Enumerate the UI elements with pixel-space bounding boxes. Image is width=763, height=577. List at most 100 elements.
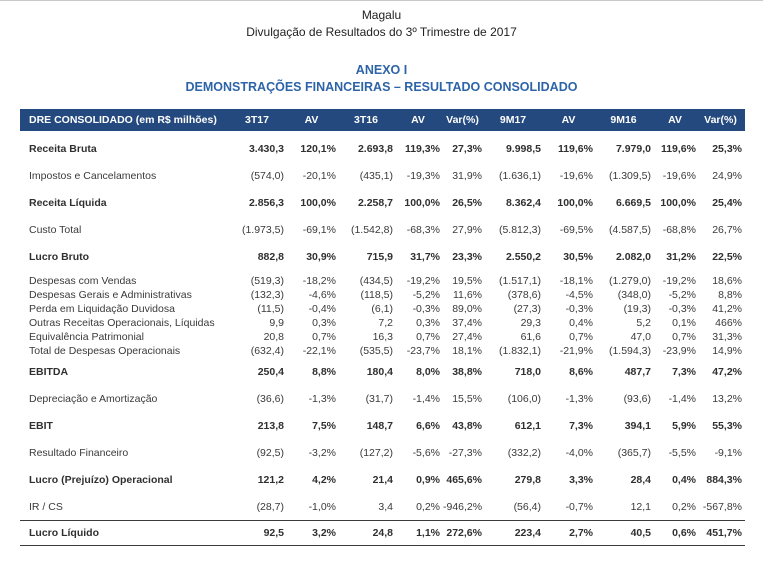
- row-value: -19,6%: [662, 169, 696, 182]
- row-value: 0,4%: [672, 473, 696, 486]
- row-value: 2.258,7: [357, 196, 393, 209]
- row-value: 26,5%: [452, 196, 482, 209]
- column-header: AV: [287, 108, 339, 131]
- row-value: 25,4%: [712, 196, 742, 209]
- column-header: AV: [654, 108, 699, 131]
- row-value: -0,3%: [565, 302, 593, 315]
- row-value: 27,3%: [452, 142, 482, 155]
- row-value: -18,1%: [559, 274, 593, 287]
- row-value: 8.362,4: [505, 196, 541, 209]
- row-value: 279,8: [514, 473, 541, 486]
- row-value: 121,2: [257, 473, 284, 486]
- row-value: (535,5): [359, 344, 393, 357]
- row-value: 7,5%: [312, 419, 336, 432]
- table-row: Depreciação e Amortização (36,6) -1,3% (31,…: [20, 385, 745, 412]
- row-value: (93,6): [623, 392, 651, 405]
- table-row: Custo Total (1.973,5) -69,1% (1.542,8) -68,3…: [20, 216, 745, 243]
- row-value: 100,0%: [660, 196, 696, 209]
- row-value: -1,0%: [308, 500, 336, 513]
- row-label: Outras Receitas Operacionais, Líquidas: [29, 316, 215, 329]
- row-value: -69,1%: [302, 223, 336, 236]
- row-value: 7.979,0: [615, 142, 651, 155]
- row-value: 8,0%: [416, 365, 440, 378]
- table-row: Lucro (Prejuízo) Operacional 121,2 4,2% 21,…: [20, 466, 745, 493]
- row-value: 13,2%: [712, 392, 742, 405]
- row-value: 28,4: [630, 473, 651, 486]
- row-value: -0,3%: [412, 302, 440, 315]
- row-value: (1.542,8): [350, 223, 393, 236]
- row-value: 0,1%: [672, 316, 696, 329]
- row-value: (1.279,0): [608, 274, 651, 287]
- row-value: 7,2: [378, 316, 393, 329]
- table-row: Despesas Gerais e Administrativas (132,3)…: [20, 288, 745, 302]
- row-value: -4,0%: [565, 446, 593, 459]
- row-value: (1.973,5): [241, 223, 284, 236]
- row-value: 18,6%: [712, 274, 742, 287]
- document-header: Magalu Divulgação de Resultados do 3º Tr…: [0, 0, 763, 97]
- row-value: -1,4%: [412, 392, 440, 405]
- row-value: 148,7: [366, 419, 393, 432]
- row-value: -0,4%: [308, 302, 336, 315]
- table-row: Despesas com Vendas (519,3) -18,2% (434,5) -…: [20, 270, 745, 288]
- row-value: -1,3%: [308, 392, 336, 405]
- dre-consolidated-table: DRE CONSOLIDADO (em R$ milhões) 3T17 AV 3T1…: [20, 108, 745, 546]
- row-value: 466%: [715, 316, 742, 329]
- row-label: Lucro Bruto: [29, 250, 90, 263]
- row-value: 20,8: [263, 330, 284, 343]
- table-row: EBIT 213,8 7,5% 148,7 6,6% 43,8% 612,1 7,3% 394,…: [20, 412, 745, 439]
- row-value: 100,0%: [557, 196, 593, 209]
- row-value: (127,2): [359, 446, 393, 459]
- row-value: 31,2%: [666, 250, 696, 263]
- row-value: (92,5): [256, 446, 284, 459]
- row-value: -19,2%: [662, 274, 696, 287]
- row-value: 7,3%: [672, 365, 696, 378]
- row-value: -19,6%: [559, 169, 593, 182]
- row-value: 1,1%: [396, 519, 443, 546]
- row-value: 18,1%: [452, 344, 482, 357]
- row-label: EBITDA: [29, 365, 69, 378]
- table-body: Receita Bruta 3.430,3 120,1% 2.693,8 119,3% 2…: [20, 131, 745, 546]
- row-value: 0,2%: [416, 500, 440, 513]
- row-value: 487,7: [624, 365, 651, 378]
- row-value: -5,2%: [668, 288, 696, 301]
- row-value: 12,1: [630, 500, 651, 513]
- row-value: -1,3%: [565, 392, 593, 405]
- row-value: 38,8%: [452, 365, 482, 378]
- row-value: 3,4: [378, 500, 393, 513]
- row-value: 394,1: [624, 419, 651, 432]
- row-value: 9.998,5: [505, 142, 541, 155]
- row-value: (1.636,1): [498, 169, 541, 182]
- row-value: (36,6): [256, 392, 284, 405]
- row-value: (519,3): [250, 274, 284, 287]
- row-value: -0,7%: [565, 500, 593, 513]
- row-value: 89,0%: [452, 302, 482, 315]
- row-label: Lucro Líquido: [20, 519, 230, 546]
- row-value: 0,3%: [312, 316, 336, 329]
- row-value: -23,9%: [662, 344, 696, 357]
- row-value: -1,4%: [668, 392, 696, 405]
- annex-title: ANEXO I: [355, 62, 408, 77]
- row-label: Impostos e Cancelamentos: [29, 169, 157, 182]
- row-value: 3.430,3: [248, 142, 284, 155]
- row-value: (56,4): [513, 500, 541, 513]
- row-value: (1.517,1): [498, 274, 541, 287]
- row-value: 9,9: [269, 316, 284, 329]
- row-value: -21,9%: [559, 344, 593, 357]
- row-value: 23,3%: [452, 250, 482, 263]
- row-value: (31,7): [365, 392, 393, 405]
- row-value: -20,1%: [302, 169, 336, 182]
- row-value: -4,6%: [308, 288, 336, 301]
- row-label: Despesas Gerais e Administrativas: [29, 288, 192, 301]
- row-label: Equivalência Patrimonial: [29, 330, 144, 343]
- row-label: Despesas com Vendas: [29, 274, 137, 287]
- row-value: (378,6): [507, 288, 541, 301]
- row-value: -22,1%: [302, 344, 336, 357]
- row-value: 0,7%: [312, 330, 336, 343]
- row-value: (1.832,1): [498, 344, 541, 357]
- row-value: 6,6%: [416, 419, 440, 432]
- row-value: 61,6: [520, 330, 541, 343]
- row-value: 465,6%: [446, 473, 482, 486]
- row-value: 223,4: [485, 519, 544, 546]
- row-value: 119,3%: [404, 142, 440, 155]
- row-value: (348,0): [617, 288, 651, 301]
